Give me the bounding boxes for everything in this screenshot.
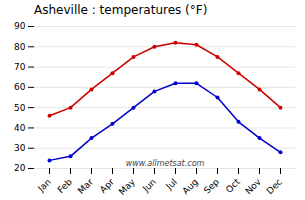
svg-text:www.allmetsat.com: www.allmetsat.com [126, 159, 205, 168]
svg-text:Feb: Feb [56, 177, 75, 196]
svg-text:80: 80 [14, 42, 26, 52]
svg-text:Oct: Oct [224, 176, 242, 194]
svg-text:Jun: Jun [140, 177, 158, 195]
svg-text:30: 30 [14, 143, 26, 153]
svg-text:Nov: Nov [243, 176, 263, 196]
svg-text:60: 60 [14, 82, 26, 92]
svg-text:40: 40 [14, 123, 26, 133]
svg-text:90: 90 [14, 21, 26, 31]
svg-text:Jan: Jan [35, 177, 53, 195]
svg-text:Jul: Jul [163, 177, 178, 192]
svg-text:Sep: Sep [202, 177, 221, 196]
svg-text:Apr: Apr [98, 177, 116, 195]
svg-text:Mar: Mar [76, 176, 95, 195]
svg-text:70: 70 [14, 62, 26, 72]
svg-text:May: May [117, 176, 138, 197]
html-text:Asheville : temperatures (°F): Asheville : temperatures (°F) [34, 3, 208, 17]
svg-text:20: 20 [14, 163, 26, 173]
svg-text:Dec: Dec [265, 177, 284, 196]
svg-text:50: 50 [14, 103, 26, 113]
svg-text:Aug: Aug [180, 177, 200, 197]
